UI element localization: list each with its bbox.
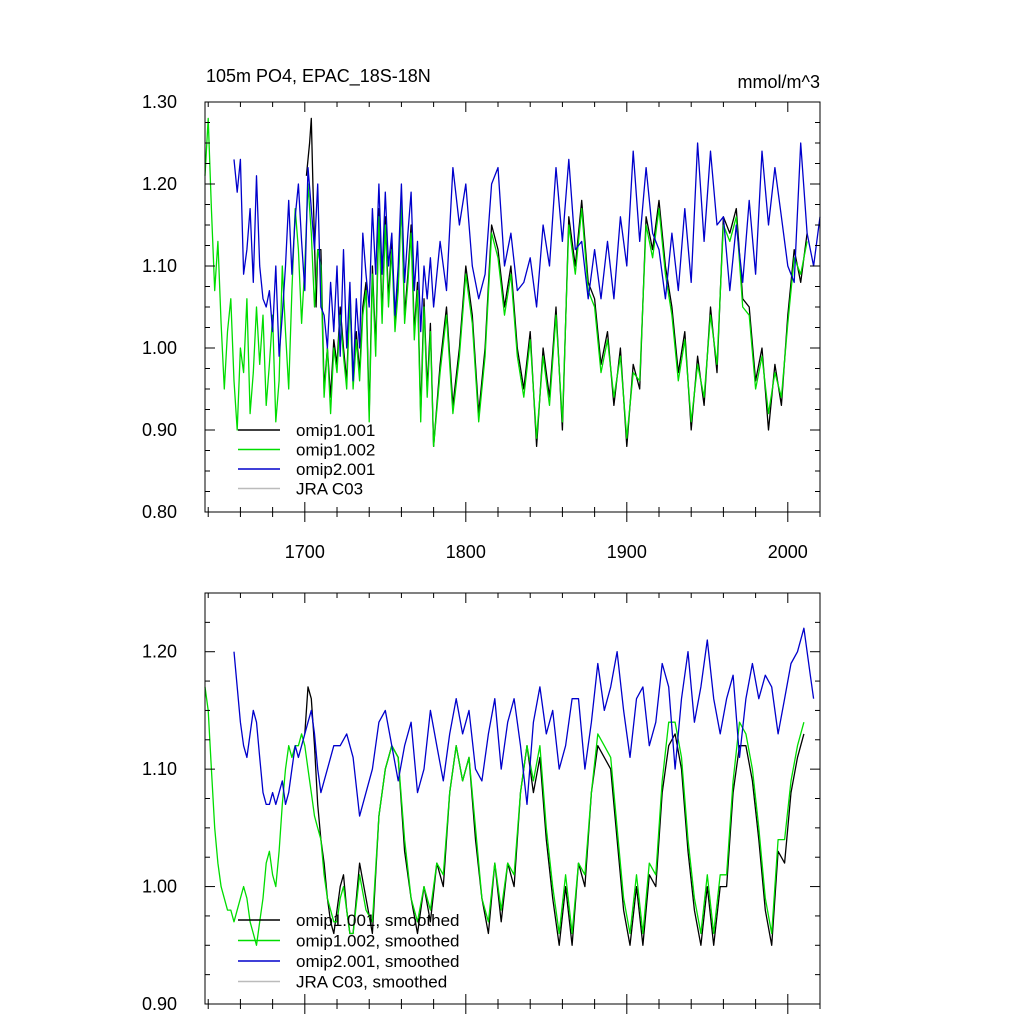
legend-label: JRA C03, smoothed bbox=[296, 973, 447, 992]
y-tick-label: 1.10 bbox=[142, 759, 177, 779]
series-layer bbox=[204, 117, 821, 448]
y-tick-label: 1.20 bbox=[142, 642, 177, 662]
y-tick-label: 1.20 bbox=[142, 174, 177, 194]
legend-label: omip1.001, smoothed bbox=[296, 911, 460, 930]
series-line-2 bbox=[233, 142, 821, 382]
legend-label: omip1.001 bbox=[296, 421, 375, 440]
x-tick-label: 1700 bbox=[285, 542, 325, 562]
y-tick-label: 1.10 bbox=[142, 256, 177, 276]
y-tick-label: 1.30 bbox=[142, 92, 177, 112]
legend-label: omip2.001, smoothed bbox=[296, 952, 460, 971]
chart-units: mmol/m^3 bbox=[738, 72, 820, 92]
y-tick-label: 1.00 bbox=[142, 877, 177, 897]
legend-label: omip1.002 bbox=[296, 441, 375, 460]
legend: omip1.001, smoothed omip1.002, smoothedom… bbox=[238, 911, 460, 992]
axes-layer: 0.90 1.00 1.10 1.20 bbox=[142, 592, 821, 1014]
x-tick-label: 1800 bbox=[446, 542, 486, 562]
series-line-1 bbox=[204, 117, 808, 448]
bottom-chart: 0.901.001.101.20 omip1.001, smoothedomip… bbox=[142, 592, 821, 1014]
axes-layer: 1700 1800 1900 2000 0.80 0.90 1.00 1.10 1.20 1.30 bbox=[142, 92, 821, 562]
series-line-2 bbox=[233, 627, 815, 817]
y-tick-label: 1.00 bbox=[142, 338, 177, 358]
legend-label: omip2.001 bbox=[296, 460, 375, 479]
x-tick-label: 2000 bbox=[768, 542, 808, 562]
series-line-1 bbox=[204, 686, 805, 946]
chart-title: 105m PO4, EPAC_18S-18N bbox=[206, 66, 431, 87]
legend-label: omip1.002, smoothed bbox=[296, 932, 460, 951]
series-layer bbox=[204, 627, 815, 946]
y-tick-label: 0.90 bbox=[142, 994, 177, 1014]
legend-label: JRA C03 bbox=[296, 480, 363, 499]
y-tick-label: 0.90 bbox=[142, 420, 177, 440]
x-tick-label: 1900 bbox=[607, 542, 647, 562]
y-tick-label: 0.80 bbox=[142, 502, 177, 522]
top-chart: 105m PO4, EPAC_18S-18N mmol/m^3 1700 1800… bbox=[142, 66, 821, 562]
